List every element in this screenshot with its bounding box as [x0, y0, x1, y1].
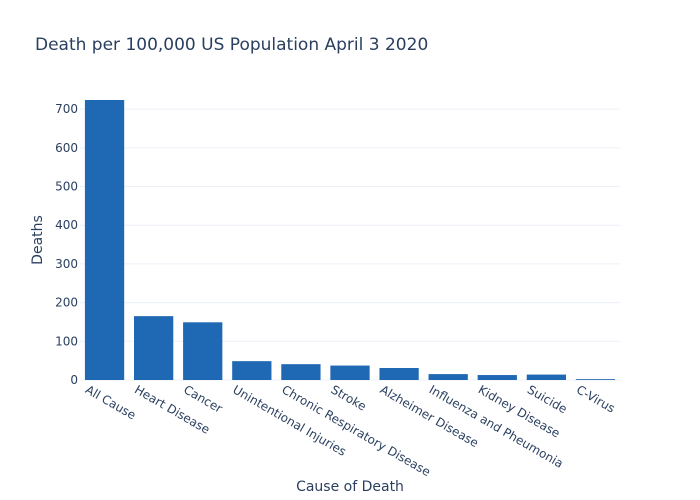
y-tick-label: 0 [70, 373, 78, 387]
bar[interactable] [232, 361, 272, 380]
x-tick-label: C-Virus [574, 382, 617, 415]
bar[interactable] [84, 100, 125, 380]
y-axis-ticks: 0 100 200 300 400 500 600 700 [55, 102, 78, 387]
x-tick-label: Stroke [329, 382, 369, 413]
bar[interactable] [330, 365, 370, 380]
bar[interactable] [526, 374, 566, 380]
y-tick-label: 700 [55, 102, 78, 116]
bars [84, 100, 616, 380]
y-tick-label: 600 [55, 141, 78, 155]
y-tick-label: 300 [55, 257, 78, 271]
y-tick-label: 400 [55, 218, 78, 232]
y-tick-label: 500 [55, 180, 78, 194]
bar[interactable] [183, 322, 223, 380]
bar[interactable] [134, 316, 174, 380]
x-axis-title: Cause of Death [296, 479, 404, 495]
bar[interactable] [379, 368, 419, 380]
bar[interactable] [575, 379, 616, 380]
y-tick-label: 200 [55, 296, 78, 310]
bar[interactable] [428, 374, 468, 380]
chart-title: Death per 100,000 US Population April 3 … [35, 35, 428, 55]
y-axis-title: Deaths [30, 215, 46, 265]
x-tick-label: All Cause [83, 382, 138, 422]
bar[interactable] [281, 364, 321, 380]
bar[interactable] [477, 375, 517, 380]
y-tick-label: 100 [55, 334, 78, 348]
